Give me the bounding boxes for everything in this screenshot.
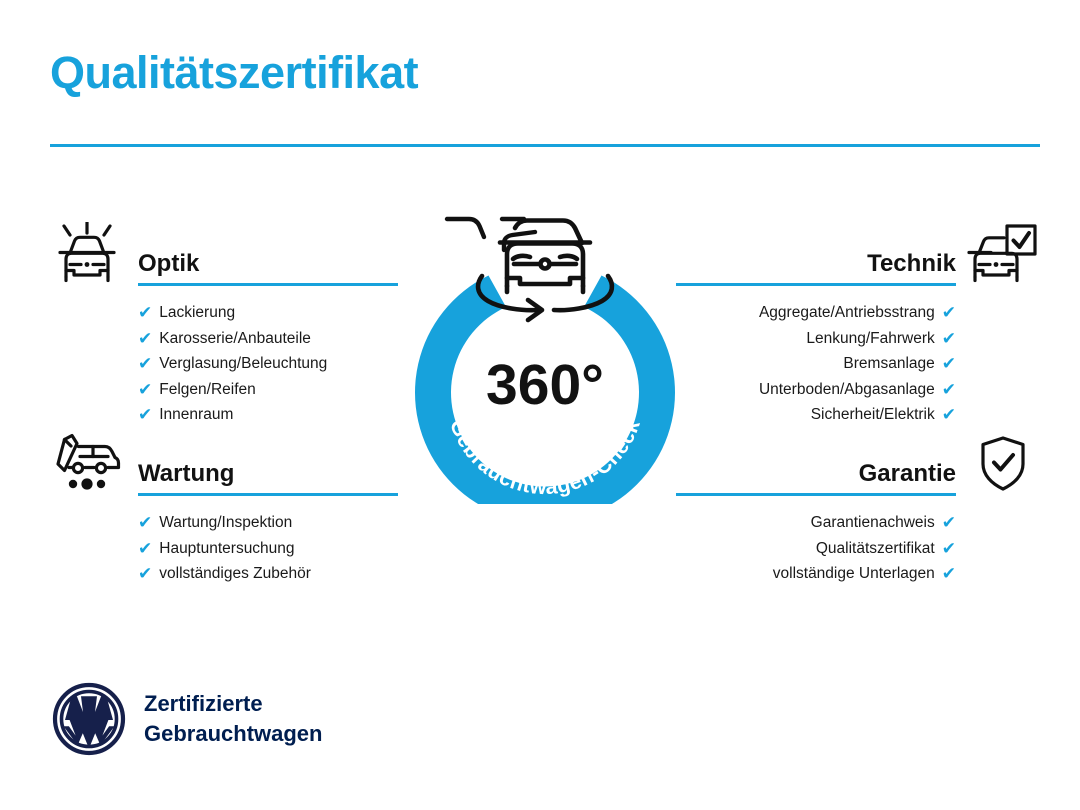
section-divider-technik — [676, 283, 956, 286]
footer-logo: Zertifizierte Gebrauchtwagen — [52, 682, 322, 756]
checklist-wartung: ✔ Wartung/Inspektion ✔ Hauptuntersuchung ✔… — [138, 494, 398, 587]
section-title-optik: Optik — [138, 250, 200, 277]
pencil-car-service-icon — [50, 432, 124, 494]
check-icon: ✔ — [138, 354, 153, 374]
list-item: Unterboden/Abgasanlage ✔ — [676, 377, 956, 403]
list-item: ✔ Lackierung — [138, 300, 398, 326]
check-icon: ✔ — [138, 513, 153, 533]
list-item-label: Wartung/Inspektion — [159, 514, 293, 531]
list-item-label: Karosserie/Anbauteile — [159, 329, 311, 347]
section-header-optik: Optik — [50, 220, 398, 286]
car-front-headlights-icon — [50, 220, 124, 284]
list-item-label: vollständiges Zubehör — [159, 565, 311, 582]
page-title: Qualitätszertifikat — [50, 47, 419, 98]
check-icon: ✔ — [138, 328, 153, 348]
section-header-garantie: Garantie — [676, 432, 1040, 496]
list-item-label: Hauptuntersuchung — [159, 539, 295, 557]
list-item-label: Bremsanlage — [843, 355, 935, 372]
list-item-label: vollständige Unterlagen — [772, 565, 935, 582]
section-optik: Optik ✔ Lackierung ✔ Karosserie/Anbauteile… — [50, 220, 398, 428]
footer-line-1: Zertifizierte — [144, 691, 263, 716]
list-item-label: Lenkung/Fahrwerk — [806, 329, 935, 347]
rotation-arrow-icon — [475, 273, 615, 323]
list-item-label: Verglasung/Beleuchtung — [159, 355, 328, 372]
check-icon: ✔ — [138, 303, 153, 323]
list-item: ✔ vollständiges Zubehör — [138, 561, 398, 587]
header-divider — [50, 144, 1040, 147]
footer-logo-text: Zertifizierte Gebrauchtwagen — [144, 689, 322, 749]
section-wartung: Wartung ✔ Wartung/Inspektion ✔ Hauptunters… — [50, 432, 398, 587]
360-check-badge: 360° Gebrauchtwagen-Check — [414, 214, 676, 504]
section-header-wartung: Wartung — [50, 432, 398, 496]
check-icon: ✔ — [138, 564, 153, 584]
list-item: ✔ Innenraum — [138, 402, 398, 428]
section-divider-garantie — [676, 493, 956, 496]
check-icon: ✔ — [138, 538, 153, 558]
section-garantie: Garantie Garantienachweis ✔ Qualitätszert… — [676, 432, 1040, 587]
section-divider-optik — [138, 283, 398, 286]
check-icon: ✔ — [941, 538, 956, 558]
list-item: Garantienachweis ✔ — [676, 510, 956, 536]
check-icon: ✔ — [941, 354, 956, 374]
list-item: Qualitätszertifikat ✔ — [676, 536, 956, 562]
check-icon: ✔ — [941, 564, 956, 584]
check-icon: ✔ — [941, 303, 956, 323]
section-title-garantie: Garantie — [858, 460, 956, 487]
footer-line-2: Gebrauchtwagen — [144, 721, 323, 746]
badge-degrees: 360° — [486, 353, 604, 417]
list-item: ✔ Felgen/Reifen — [138, 377, 398, 403]
car-glyph — [497, 218, 593, 295]
list-item: Sicherheit/Elektrik ✔ — [676, 402, 956, 428]
section-header-technik: Technik — [676, 222, 1040, 286]
list-item-label: Innenraum — [159, 406, 234, 423]
shield-check-icon — [966, 432, 1040, 494]
check-icon: ✔ — [941, 405, 956, 425]
list-item: Aggregate/Antriebsstrang ✔ — [676, 300, 956, 326]
check-icon: ✔ — [138, 379, 153, 399]
list-item: ✔ Verglasung/Beleuchtung — [138, 351, 398, 377]
checklist-technik: Aggregate/Antriebsstrang ✔ Lenkung/Fahrwe… — [676, 284, 956, 428]
list-item: ✔ Hauptuntersuchung — [138, 536, 398, 562]
list-item-label: Felgen/Reifen — [159, 380, 256, 398]
list-item: Lenkung/Fahrwerk ✔ — [676, 326, 956, 352]
section-technik: Technik Aggregate/Antriebsstrang ✔ Lenkun… — [676, 222, 1040, 428]
checklist-optik: ✔ Lackierung ✔ Karosserie/Anbauteile ✔ Verg… — [138, 284, 398, 428]
list-item-label: Aggregate/Antriebsstrang — [758, 304, 935, 321]
list-item: vollständige Unterlagen ✔ — [676, 561, 956, 587]
check-icon: ✔ — [941, 328, 956, 348]
list-item-label: Garantienachweis — [810, 514, 935, 531]
section-title-technik: Technik — [867, 250, 956, 277]
list-item-label: Unterboden/Abgasanlage — [758, 380, 935, 398]
list-item-label: Sicherheit/Elektrik — [810, 406, 935, 423]
check-icon: ✔ — [941, 379, 956, 399]
list-item: ✔ Karosserie/Anbauteile — [138, 326, 398, 352]
checklist-garantie: Garantienachweis ✔ Qualitätszertifikat ✔ v… — [676, 494, 956, 587]
list-item: Bremsanlage ✔ — [676, 351, 956, 377]
section-divider-wartung — [138, 493, 398, 496]
check-icon: ✔ — [941, 513, 956, 533]
check-icon: ✔ — [138, 405, 153, 425]
volkswagen-logo-icon — [52, 682, 126, 756]
section-title-wartung: Wartung — [138, 460, 235, 487]
car-front-checkbox-icon — [966, 222, 1040, 284]
list-item-label: Qualitätszertifikat — [815, 539, 935, 557]
list-item-label: Lackierung — [159, 304, 236, 321]
list-item: ✔ Wartung/Inspektion — [138, 510, 398, 536]
